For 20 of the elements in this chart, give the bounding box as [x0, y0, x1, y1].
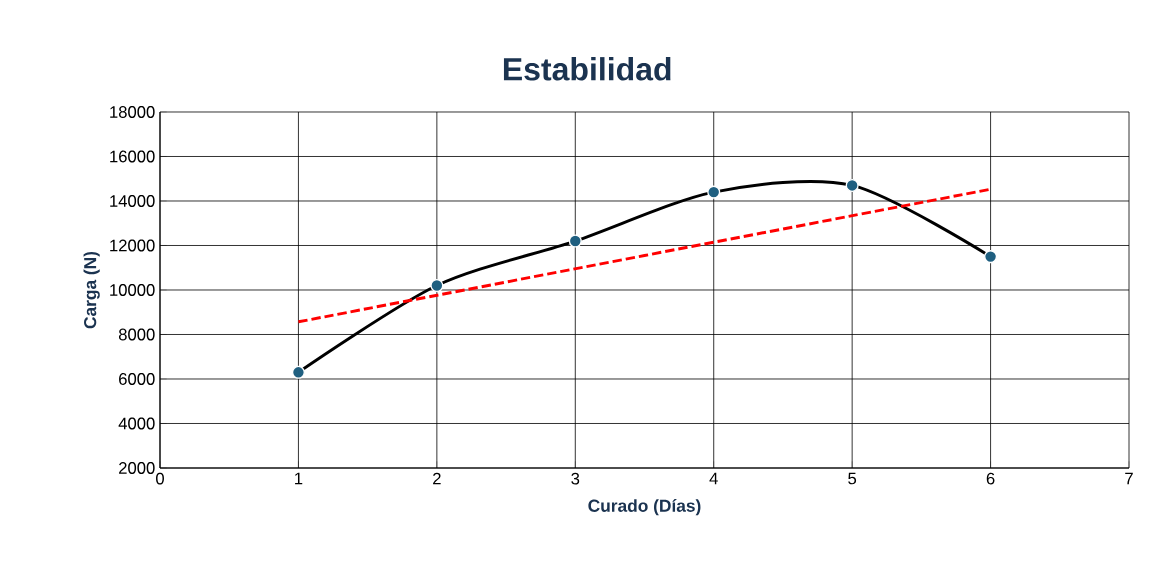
chart-title: Estabilidad: [503, 57, 671, 81]
x-tick-label: 3: [571, 472, 580, 485]
y-tick-label: 12000: [110, 239, 155, 252]
y-tick-label: 14000: [110, 195, 155, 207]
y-tick-label: 18000: [110, 106, 155, 118]
y-tick-label: 2000: [119, 462, 155, 474]
x-tick-label: 0: [156, 472, 164, 485]
x-axis-title: Curado (Días): [588, 499, 701, 516]
y-axis-title: Carga (N): [83, 251, 100, 329]
y-tick-label: 10000: [110, 284, 155, 296]
x-tick-label: 2: [433, 472, 441, 485]
x-tick-label: 7: [1125, 472, 1133, 485]
x-tick-label: 6: [986, 472, 995, 485]
x-tick-label: 4: [709, 472, 718, 485]
y-tick-label: 8000: [118, 328, 155, 341]
x-tick-label: 1: [295, 472, 303, 485]
x-tick-label: 5: [848, 472, 857, 485]
y-tick-label: 4000: [118, 417, 155, 430]
y-tick-label: 16000: [110, 150, 155, 163]
y-tick-label: 6000: [119, 373, 155, 385]
